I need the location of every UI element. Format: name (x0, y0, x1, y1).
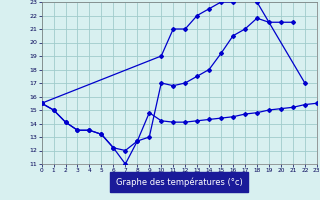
X-axis label: Graphe des températures (°c): Graphe des températures (°c) (116, 177, 243, 187)
